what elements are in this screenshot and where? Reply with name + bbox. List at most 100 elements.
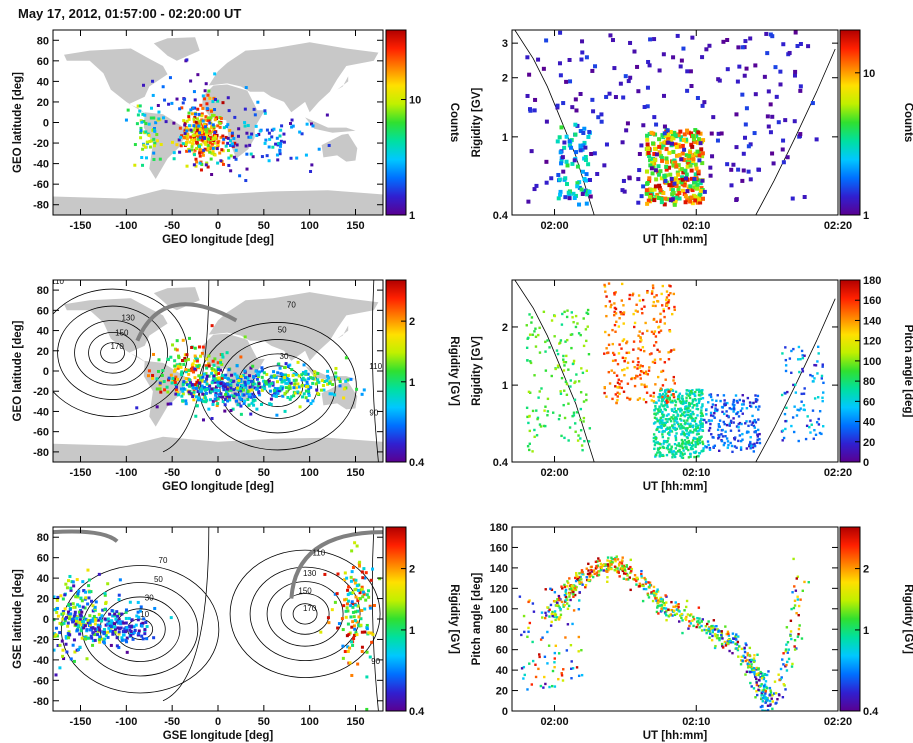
- data-point: [264, 380, 268, 384]
- data-point: [540, 387, 543, 390]
- data-point: [359, 617, 363, 621]
- data-point: [682, 449, 685, 452]
- data-point: [622, 564, 625, 568]
- data-point: [180, 106, 184, 110]
- contour-line: [266, 581, 344, 647]
- data-point: [572, 414, 576, 417]
- data-point: [779, 677, 783, 681]
- data-point: [647, 585, 651, 589]
- data-point: [227, 109, 231, 113]
- data-point: [756, 653, 759, 656]
- data-point: [597, 573, 600, 577]
- data-point: [778, 69, 783, 74]
- data-point: [692, 617, 696, 621]
- data-point: [686, 408, 689, 412]
- data-point: [100, 619, 104, 623]
- data-point: [543, 675, 546, 679]
- data-point: [535, 434, 539, 437]
- data-point: [263, 141, 267, 145]
- data-point: [581, 583, 584, 586]
- data-point: [715, 624, 718, 628]
- data-point: [666, 432, 670, 435]
- x-axis-label: GEO longitude [deg]: [162, 234, 274, 246]
- data-point: [210, 416, 214, 420]
- data-point: [652, 151, 657, 156]
- data-point: [562, 140, 567, 145]
- data-point: [311, 399, 315, 403]
- data-point: [674, 419, 677, 422]
- data-point: [528, 333, 532, 336]
- data-point: [641, 184, 646, 189]
- data-point: [140, 634, 144, 638]
- data-point: [659, 312, 662, 316]
- data-point: [141, 637, 145, 641]
- data-point: [700, 103, 705, 108]
- data-point: [740, 655, 743, 658]
- data-point: [208, 398, 212, 402]
- data-point: [226, 123, 230, 127]
- data-point: [554, 618, 557, 622]
- data-point: [180, 394, 184, 398]
- data-point: [591, 109, 596, 114]
- data-point: [716, 131, 721, 136]
- data-point: [661, 52, 666, 57]
- data-point: [653, 358, 657, 362]
- data-point: [211, 130, 215, 134]
- data-point: [577, 635, 581, 639]
- data-point: [640, 584, 644, 587]
- data-point: [672, 379, 675, 382]
- data-point: [704, 47, 709, 52]
- data-point: [745, 447, 749, 450]
- data-point: [695, 425, 698, 428]
- data-point: [695, 196, 700, 201]
- data-point: [776, 698, 779, 701]
- data-point: [210, 367, 214, 371]
- data-point: [746, 652, 749, 655]
- data-point: [219, 359, 223, 363]
- data-point: [698, 617, 701, 620]
- data-point: [754, 421, 758, 424]
- land-mass: [305, 117, 356, 133]
- data-point: [557, 61, 562, 66]
- data-point: [262, 371, 266, 375]
- data-point: [688, 443, 692, 447]
- data-point: [351, 643, 355, 647]
- data-point: [666, 446, 669, 450]
- data-point: [796, 595, 799, 598]
- data-point: [690, 390, 693, 393]
- data-point: [144, 130, 148, 134]
- data-point: [682, 191, 687, 196]
- data-point: [599, 112, 604, 117]
- data-point: [751, 443, 754, 446]
- data-point: [100, 637, 104, 641]
- data-point: [522, 665, 526, 669]
- data-point: [821, 399, 824, 403]
- data-point: [596, 560, 599, 563]
- data-point: [753, 654, 756, 657]
- data-point: [90, 599, 94, 603]
- data-point: [166, 402, 170, 406]
- data-point: [564, 636, 567, 639]
- data-point: [746, 430, 749, 433]
- data-point: [549, 603, 553, 607]
- data-point: [205, 107, 209, 111]
- data-point: [676, 449, 680, 453]
- data-point: [559, 613, 563, 616]
- data-point: [695, 200, 700, 205]
- data-point: [58, 631, 62, 635]
- data-point: [260, 366, 264, 370]
- data-point: [73, 613, 77, 617]
- data-point: [350, 570, 354, 574]
- data-point: [211, 379, 215, 383]
- data-point: [585, 369, 589, 373]
- data-point: [802, 408, 805, 411]
- colorbar-tick-label: 0.4: [863, 706, 879, 718]
- data-point: [646, 593, 650, 597]
- data-point: [700, 393, 703, 396]
- data-point: [752, 424, 756, 428]
- data-point: [784, 369, 788, 373]
- data-point: [688, 151, 693, 156]
- colorbar-tick-label: 0.4: [409, 457, 425, 469]
- data-point: [204, 115, 208, 119]
- data-point: [674, 438, 678, 442]
